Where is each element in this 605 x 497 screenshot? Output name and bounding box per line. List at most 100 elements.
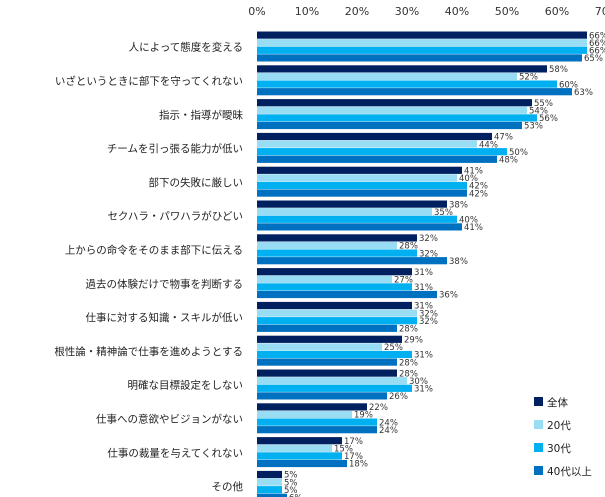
- bar: [257, 384, 412, 392]
- data-label: 40%: [459, 174, 478, 184]
- x-tick-label: 70%: [595, 5, 605, 18]
- data-label: 32%: [419, 309, 438, 319]
- category-label: 仕事への意欲やビジョンがない: [96, 413, 243, 426]
- category-label: 仕事の裁量を与えてくれない: [107, 446, 243, 459]
- data-label: 31%: [414, 268, 433, 278]
- data-label: 28%: [399, 325, 418, 335]
- category-label: 部下の失敗に厳しい: [149, 176, 244, 189]
- data-label: 66%: [589, 39, 605, 49]
- category-label: 上からの命令をそのまま部下に伝える: [65, 244, 243, 257]
- data-label: 41%: [464, 223, 483, 233]
- bar: [257, 174, 457, 182]
- data-label: 65%: [584, 54, 603, 64]
- legend: 全体 20代 30代 40代以上: [534, 396, 592, 478]
- data-label: 31%: [414, 283, 433, 293]
- x-tick-label: 0%: [248, 5, 265, 18]
- bar: [257, 208, 432, 216]
- x-axis-ticks: 0% 10% 20% 30% 40% 50% 60% 70%: [248, 5, 605, 18]
- bar: [257, 358, 397, 366]
- data-label: 35%: [434, 208, 453, 218]
- data-label: 26%: [389, 392, 408, 402]
- data-label: 32%: [419, 234, 438, 244]
- bar: [257, 234, 417, 242]
- x-tick-label: 50%: [495, 5, 519, 18]
- category-label: チームを引っ張る能力が低い: [107, 142, 243, 155]
- data-label: 5%: [284, 478, 298, 488]
- data-label: 15%: [334, 445, 353, 455]
- category-label: 根性論・精神論で仕事を進めようとする: [54, 345, 243, 358]
- bar: [257, 377, 407, 385]
- bar: [257, 189, 467, 197]
- bar: [257, 493, 287, 497]
- data-label: 28%: [399, 369, 418, 379]
- bar: [257, 72, 517, 81]
- bar: [257, 290, 437, 299]
- bar: [257, 392, 387, 400]
- data-label: 63%: [574, 88, 593, 98]
- bar: [257, 121, 522, 130]
- data-label: 5%: [284, 471, 298, 481]
- data-label: 17%: [344, 452, 363, 462]
- data-label: 17%: [344, 437, 363, 447]
- bar: [257, 200, 447, 208]
- data-label: 6%: [289, 494, 303, 497]
- data-label: 54%: [529, 107, 548, 117]
- data-label: 58%: [549, 65, 568, 75]
- data-label: 18%: [349, 460, 368, 470]
- bar: [257, 426, 377, 434]
- x-tick-label: 10%: [295, 5, 319, 18]
- bar: [257, 486, 282, 494]
- data-label: 44%: [479, 140, 498, 150]
- data-label: 38%: [449, 257, 468, 267]
- data-label: 29%: [404, 336, 423, 346]
- x-tick-label: 40%: [445, 5, 469, 18]
- bar: [257, 114, 537, 122]
- data-label: 32%: [419, 317, 438, 327]
- bar: [257, 418, 377, 426]
- bar: [257, 148, 507, 156]
- data-label: 47%: [494, 133, 513, 143]
- bar: [257, 223, 462, 231]
- data-label: 48%: [499, 156, 518, 166]
- data-label: 25%: [384, 343, 403, 353]
- data-label: 66%: [589, 47, 605, 57]
- bar: [257, 80, 557, 88]
- bar: [257, 369, 397, 377]
- data-label: 31%: [414, 302, 433, 312]
- data-label: 53%: [524, 122, 543, 132]
- data-label: 42%: [469, 182, 488, 192]
- bar: [257, 181, 467, 190]
- bar: [257, 309, 417, 317]
- data-labels: 66%66%66%65%58%52%60%63%55%54%56%53%47%4…: [284, 31, 605, 497]
- data-label: 40%: [459, 216, 478, 226]
- legend-swatch: [534, 443, 543, 452]
- data-label: 38%: [449, 200, 468, 210]
- legend-swatch: [534, 397, 543, 406]
- x-tick-label: 20%: [345, 5, 369, 18]
- data-label: 50%: [509, 148, 528, 158]
- bar: [257, 470, 282, 479]
- data-label: 28%: [399, 242, 418, 252]
- bar: [257, 257, 447, 265]
- bar: [257, 317, 417, 325]
- bar: [257, 132, 492, 141]
- data-label: 32%: [419, 249, 438, 259]
- data-label: 22%: [369, 403, 388, 413]
- legend-swatch: [534, 466, 543, 475]
- bar: [257, 46, 587, 54]
- bar: [257, 155, 497, 163]
- bar: [257, 140, 477, 148]
- data-label: 31%: [414, 385, 433, 395]
- data-label: 24%: [379, 426, 398, 436]
- category-labels: 人によって態度を変えるいざというときに部下を守ってくれない指示・指導が曖昧チーム…: [54, 41, 243, 493]
- x-tick-label: 60%: [545, 5, 569, 18]
- bar: [257, 275, 392, 283]
- category-label: いざというときに部下を守ってくれない: [55, 75, 243, 88]
- bar: [257, 324, 397, 332]
- data-label: 52%: [519, 73, 538, 83]
- data-label: 24%: [379, 418, 398, 428]
- data-label: 56%: [539, 114, 558, 124]
- data-label: 28%: [399, 358, 418, 368]
- bar: [257, 343, 382, 351]
